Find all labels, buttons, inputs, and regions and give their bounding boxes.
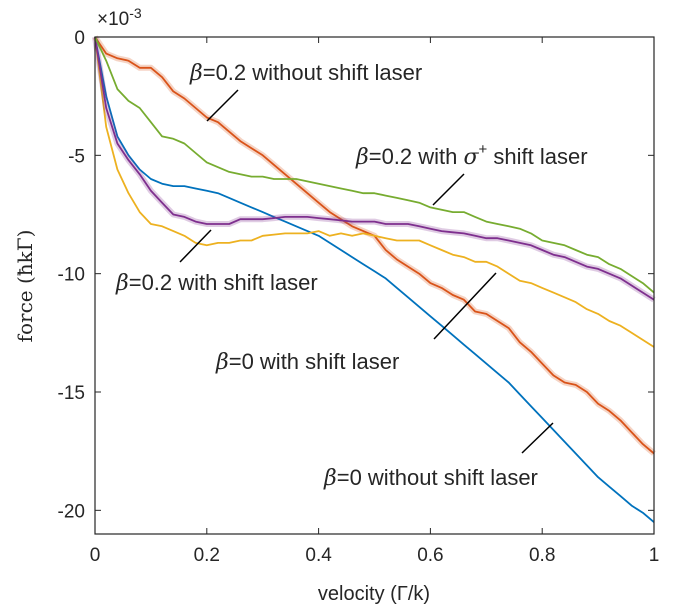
- x-tick-label: 1: [649, 545, 660, 566]
- y-axis-label: force (ħkΓ): [13, 230, 37, 343]
- svg-text:β=0.2 without shift laser: β=0.2 without shift laser: [189, 60, 422, 86]
- axis-exponent-base: ×10: [97, 9, 129, 30]
- annotation-pointer: [179, 229, 212, 263]
- series-band-1: [92, 35, 656, 456]
- annotation-sup: +: [479, 141, 488, 158]
- annotation-text: =0 with shift laser: [229, 349, 400, 374]
- svg-text:β=0.2 with shift laser: β=0.2 with shift laser: [115, 270, 318, 296]
- series-lines: [92, 35, 656, 523]
- annotation-text: =0.2 with shift laser: [129, 270, 318, 295]
- annotation-beta0-with-shift: β=0 with shift laser: [215, 272, 497, 375]
- y-tick-label: -15: [58, 383, 85, 404]
- x-tick-label: 0.8: [529, 545, 555, 566]
- plot-frame: [94, 36, 655, 535]
- series-line-1: [94, 36, 655, 455]
- annotation-text: =0.2 with: [369, 144, 464, 169]
- annotation-suffix: shift laser: [487, 144, 587, 169]
- y-tick-label: -10: [58, 265, 85, 286]
- annotation-symbol: β: [189, 61, 203, 86]
- svg-text:β=0 with shift laser: β=0 with shift laser: [215, 349, 399, 375]
- annotation-beta0-without-shift: β=0 without shift laser: [323, 422, 554, 491]
- svg-text:β=0 without shift laser: β=0 without shift laser: [323, 465, 538, 491]
- annotation-sigma: σ: [464, 145, 480, 170]
- x-axis-ticks: 0 0.2 0.4 0.6 0.8 1: [90, 37, 660, 566]
- annotation-beta02-sigma-shift: β=0.2 with σ+ shift laser: [355, 141, 588, 206]
- annotation-pointer: [433, 272, 497, 340]
- series-line-2: [94, 36, 655, 348]
- annotation-symbol: β: [115, 271, 129, 296]
- annotation-symbol: β: [323, 466, 337, 491]
- series-line-0: [94, 36, 655, 523]
- annotation-text: =0 without shift laser: [337, 465, 538, 490]
- axis-exponent-power: -3: [129, 5, 142, 21]
- annotation-beta02-without-shift: β=0.2 without shift laser: [189, 60, 422, 122]
- annotation-symbol: β: [215, 350, 229, 375]
- y-axis-ticks: 0 -5 -10 -15 -20: [58, 28, 654, 522]
- y-tick-label: -20: [58, 501, 85, 522]
- series-line-3: [94, 36, 655, 301]
- axis-exponent: ×10-3: [97, 5, 142, 30]
- annotation-text: =0.2 without shift laser: [203, 60, 423, 85]
- annotation-pointer: [432, 173, 465, 206]
- annotation-pointer: [521, 422, 554, 454]
- y-tick-label: -5: [68, 146, 85, 167]
- y-tick-label: 0: [74, 28, 85, 49]
- annotation-beta02-with-shift: β=0.2 with shift laser: [115, 229, 318, 296]
- x-axis-label: velocity (Γ/k): [318, 583, 430, 605]
- svg-text:β=0.2 with σ+ shift laser: β=0.2 with σ+ shift laser: [355, 141, 588, 170]
- x-tick-label: 0.4: [305, 545, 332, 566]
- annotation-pointer: [206, 89, 239, 122]
- x-tick-label: 0.2: [194, 545, 220, 566]
- x-tick-label: 0.6: [417, 545, 443, 566]
- x-tick-label: 0: [90, 545, 101, 566]
- annotation-symbol: β: [355, 145, 369, 170]
- series-line-4: [94, 36, 655, 294]
